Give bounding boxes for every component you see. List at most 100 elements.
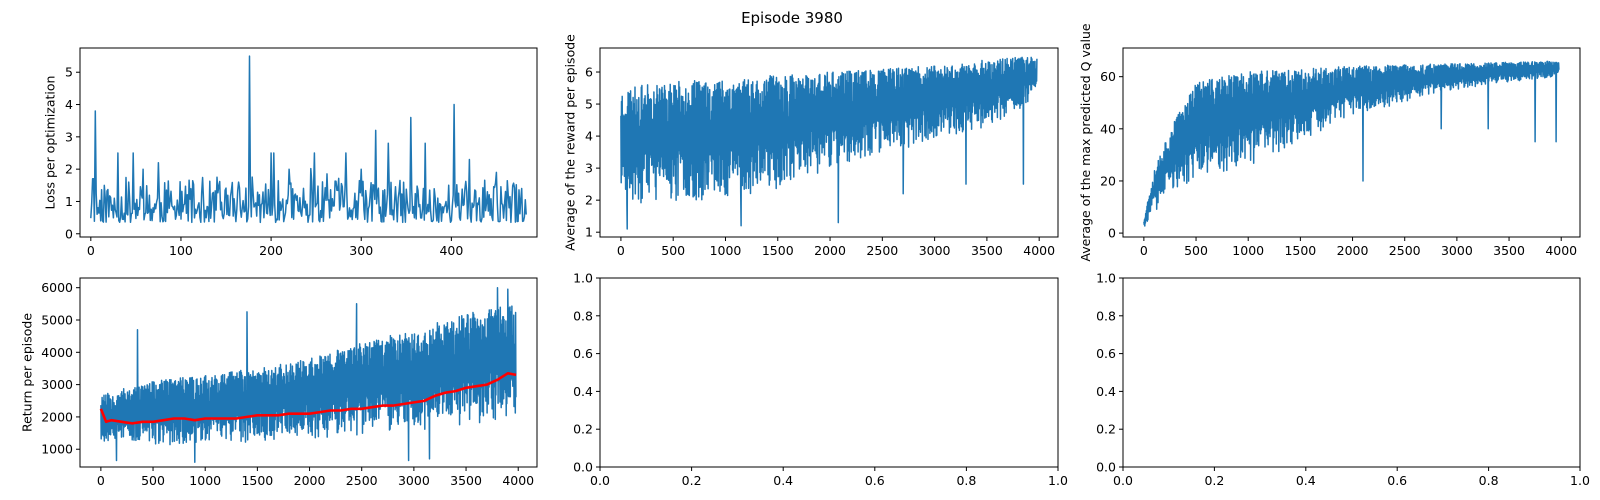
y-axis-label: Loss per optimization xyxy=(42,76,57,210)
y-tick-label: 4 xyxy=(65,97,73,112)
y-axis-label: Average of the reward per episode xyxy=(562,34,577,251)
x-tick-label: 1.0 xyxy=(1570,473,1590,488)
x-tick-label: 3000 xyxy=(398,473,430,488)
x-tick-label: 4000 xyxy=(502,473,534,488)
y-tick-label: 0.0 xyxy=(1096,460,1116,475)
subplot-3: 0 500 1000 1500 2000 2500 3000 3500 4000 0 20 40 60 A… xyxy=(1078,23,1581,262)
x-tick-label: 2500 xyxy=(866,243,898,258)
subplot-6: 0.0 0.2 0.4 0.6 0.8 1.0 0.0 0.2 0.4 0.6 0.8 1.0 xyxy=(1096,271,1590,489)
y-tick-label: 1.0 xyxy=(573,271,593,286)
x-tick-label: 3500 xyxy=(971,243,1003,258)
y-tick-label: 3 xyxy=(65,129,73,144)
x-tick-label: 2000 xyxy=(1337,243,1369,258)
x-tick-label: 500 xyxy=(661,243,685,258)
subplot-4: 0 500 1000 1500 2000 2500 3000 3500 4000 1000 2000… xyxy=(20,277,538,488)
plot-area xyxy=(1143,60,1560,227)
x-tick-label: 100 xyxy=(169,243,193,258)
x-tick-label: 0.4 xyxy=(773,473,793,488)
y-tick-label: 20 xyxy=(1100,173,1116,188)
y-tick-label: 6000 xyxy=(41,280,73,295)
x-tick-label: 500 xyxy=(141,473,165,488)
y-tick-label: 0.8 xyxy=(573,308,593,323)
y-tick-label: 2 xyxy=(585,193,593,208)
x-tick-label: 3000 xyxy=(919,243,951,258)
x-tick-label: 2500 xyxy=(1389,243,1421,258)
figure-title: Episode 3980 xyxy=(741,9,843,27)
x-tick-label: 0.2 xyxy=(1204,473,1224,488)
y-tick-label: 1 xyxy=(65,194,73,209)
y-tick-label: 3000 xyxy=(41,377,73,392)
x-tick-label: 2000 xyxy=(814,243,846,258)
y-tick-label: 4000 xyxy=(41,345,73,360)
x-tick-label: 1500 xyxy=(762,243,794,258)
axes-frame xyxy=(599,277,1059,468)
x-tick-label: 4000 xyxy=(1545,243,1577,258)
axes-frame xyxy=(79,47,538,238)
y-tick-label: 5000 xyxy=(41,313,73,328)
x-tick-label: 0.2 xyxy=(682,473,702,488)
x-tick-label: 1000 xyxy=(189,473,221,488)
axes-frame xyxy=(599,47,1059,238)
x-tick-label: 0 xyxy=(617,243,625,258)
subplot-2: 0 500 1000 1500 2000 2500 3000 3500 4000 1 2 3 4 5 6 Av… xyxy=(562,34,1059,258)
y-tick-label: 0 xyxy=(65,226,73,241)
x-tick-label: 0.0 xyxy=(590,473,610,488)
plot-area xyxy=(90,55,527,224)
x-tick-label: 2000 xyxy=(294,473,326,488)
plot-area xyxy=(620,56,1038,230)
y-tick-label: 0.4 xyxy=(573,384,593,399)
x-tick-label: 0 xyxy=(1140,243,1148,258)
rolling-mean-line xyxy=(99,372,517,425)
x-tick-label: 1.0 xyxy=(1048,473,1068,488)
y-tick-label: 3 xyxy=(585,161,593,176)
y-tick-label: 5 xyxy=(65,65,73,80)
series-line xyxy=(90,55,527,224)
y-axis-label: Average of the max predicted Q value xyxy=(1078,23,1093,262)
y-tick-label: 4 xyxy=(585,129,593,144)
y-axis-label: Return per episode xyxy=(20,313,35,432)
y-tick-label: 1000 xyxy=(41,442,73,457)
subplot-5: 0.0 0.2 0.4 0.6 0.8 1.0 0.0 0.2 0.4 0.6 0.8 1.0 xyxy=(573,271,1068,489)
x-tick-label: 4000 xyxy=(1023,243,1055,258)
y-tick-label: 2000 xyxy=(41,409,73,424)
x-tick-label: 300 xyxy=(349,243,373,258)
y-tick-label: 0 xyxy=(1108,226,1116,241)
y-tick-label: 5 xyxy=(585,97,593,112)
x-tick-label: 500 xyxy=(1184,243,1208,258)
x-tick-label: 0.8 xyxy=(956,473,976,488)
axes-frame xyxy=(1122,47,1581,238)
y-tick-label: 2 xyxy=(65,162,73,177)
plot-area xyxy=(99,286,517,463)
y-tick-label: 1 xyxy=(585,225,593,240)
x-tick-label: 0.6 xyxy=(865,473,885,488)
y-tick-label: 60 xyxy=(1100,69,1116,84)
x-tick-label: 0.6 xyxy=(1387,473,1407,488)
x-tick-label: 0.8 xyxy=(1479,473,1499,488)
y-tick-label: 0.0 xyxy=(573,460,593,475)
x-tick-label: 0 xyxy=(87,243,95,258)
series-line xyxy=(620,56,1038,230)
series-line xyxy=(100,286,517,463)
x-tick-label: 3500 xyxy=(450,473,482,488)
x-tick-label: 1500 xyxy=(241,473,273,488)
x-tick-label: 400 xyxy=(439,243,463,258)
subplot-1: 0 100 200 300 400 0 1 2 3 4 5 Loss per optimization xyxy=(42,47,538,258)
y-tick-label: 0.4 xyxy=(1096,384,1116,399)
x-tick-label: 0 xyxy=(97,473,105,488)
y-tick-label: 0.6 xyxy=(573,346,593,361)
y-tick-label: 0.2 xyxy=(573,422,593,437)
x-tick-label: 1000 xyxy=(710,243,742,258)
x-tick-label: 3500 xyxy=(1493,243,1525,258)
series-line xyxy=(1143,60,1560,227)
x-tick-label: 3000 xyxy=(1441,243,1473,258)
y-tick-label: 1.0 xyxy=(1096,271,1116,286)
x-tick-label: 0.0 xyxy=(1113,473,1133,488)
y-tick-label: 6 xyxy=(585,65,593,80)
x-tick-label: 0.4 xyxy=(1296,473,1316,488)
x-tick-label: 2500 xyxy=(346,473,378,488)
x-tick-label: 1500 xyxy=(1284,243,1316,258)
x-tick-label: 1000 xyxy=(1232,243,1264,258)
